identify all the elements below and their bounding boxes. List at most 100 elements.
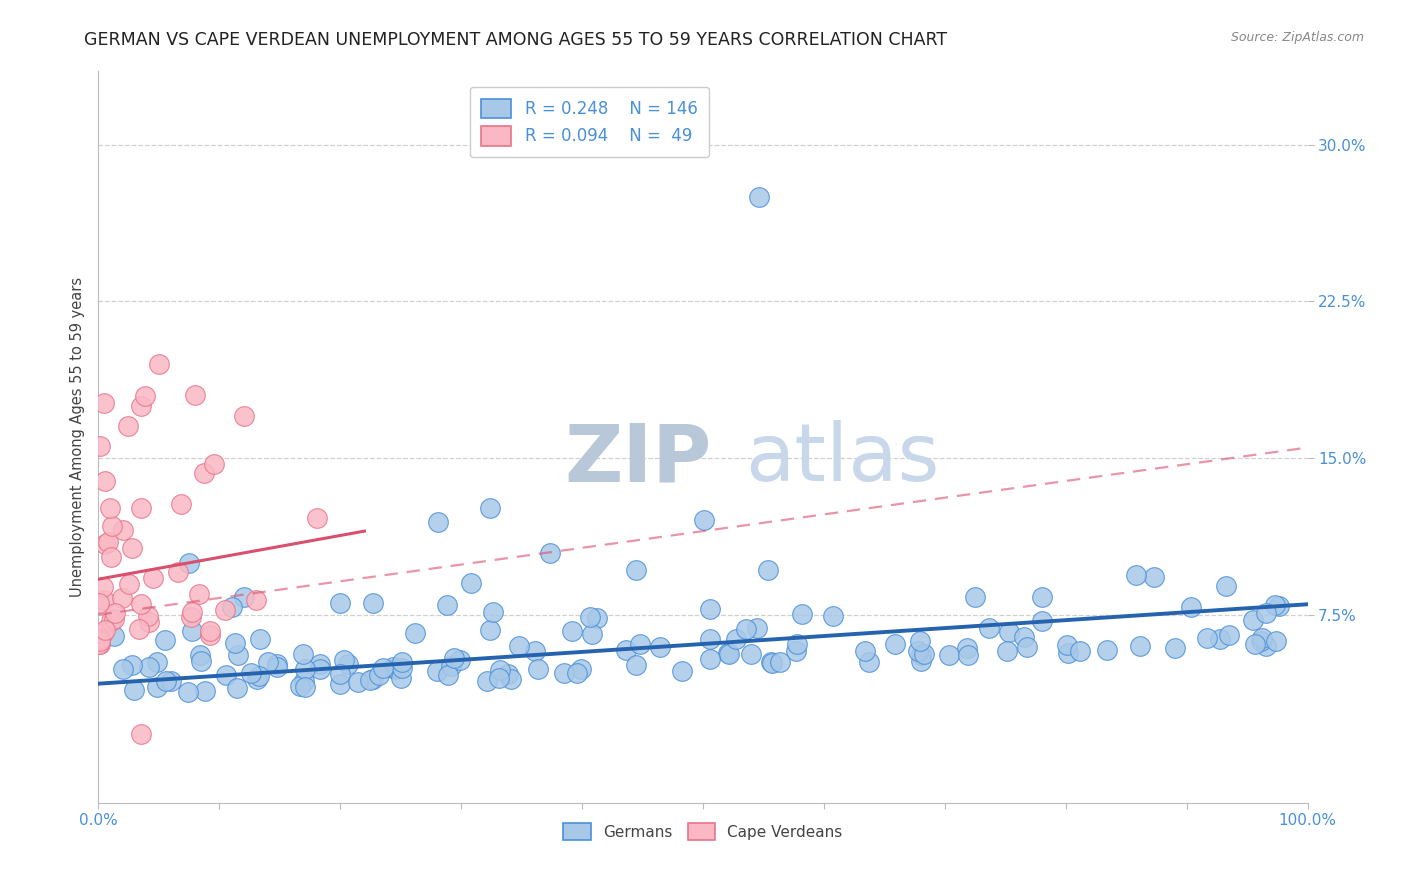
Point bbox=[488, 671, 510, 685]
Point bbox=[821, 608, 844, 623]
Point bbox=[224, 636, 246, 650]
Point bbox=[129, 598, 152, 612]
Point bbox=[1209, 632, 1232, 646]
Point bbox=[391, 661, 413, 675]
Point bbox=[257, 656, 280, 670]
Point bbox=[718, 648, 741, 662]
Point bbox=[181, 624, 204, 638]
Point bbox=[756, 563, 779, 577]
Point bbox=[1264, 633, 1286, 648]
Point bbox=[404, 625, 426, 640]
Point bbox=[699, 632, 721, 646]
Point bbox=[717, 646, 740, 660]
Point bbox=[745, 621, 768, 635]
Point bbox=[145, 680, 167, 694]
Point bbox=[232, 590, 254, 604]
Point bbox=[180, 609, 202, 624]
Point bbox=[181, 605, 204, 619]
Point bbox=[956, 640, 979, 655]
Point bbox=[214, 602, 236, 616]
Point bbox=[724, 632, 747, 646]
Text: ZIP: ZIP bbox=[564, 420, 711, 498]
Point bbox=[129, 500, 152, 515]
Point bbox=[121, 658, 143, 673]
Point bbox=[1031, 590, 1053, 604]
Point bbox=[215, 668, 238, 682]
Point bbox=[93, 474, 115, 488]
Point bbox=[249, 632, 271, 647]
Point bbox=[134, 388, 156, 402]
Point bbox=[440, 658, 463, 673]
Point bbox=[122, 682, 145, 697]
Point bbox=[121, 541, 143, 556]
Point bbox=[359, 673, 381, 687]
Point bbox=[91, 580, 114, 594]
Point bbox=[148, 357, 170, 371]
Point bbox=[437, 668, 460, 682]
Point bbox=[740, 647, 762, 661]
Point bbox=[87, 637, 110, 651]
Point bbox=[118, 577, 141, 591]
Point bbox=[426, 665, 449, 679]
Point bbox=[853, 643, 876, 657]
Point bbox=[329, 667, 352, 681]
Point bbox=[103, 629, 125, 643]
Point bbox=[145, 655, 167, 669]
Point bbox=[561, 624, 583, 638]
Point bbox=[384, 661, 406, 675]
Point bbox=[294, 681, 316, 695]
Point bbox=[361, 596, 384, 610]
Point bbox=[177, 685, 200, 699]
Point bbox=[166, 565, 188, 579]
Point bbox=[938, 648, 960, 663]
Point bbox=[479, 623, 502, 637]
Point bbox=[142, 572, 165, 586]
Point bbox=[1014, 630, 1036, 644]
Point bbox=[129, 399, 152, 413]
Point bbox=[329, 596, 352, 610]
Point bbox=[508, 639, 530, 653]
Point bbox=[908, 634, 931, 648]
Point bbox=[538, 546, 561, 560]
Point bbox=[1264, 598, 1286, 612]
Text: GERMAN VS CAPE VERDEAN UNEMPLOYMENT AMONG AGES 55 TO 59 YEARS CORRELATION CHART: GERMAN VS CAPE VERDEAN UNEMPLOYMENT AMON… bbox=[84, 31, 948, 49]
Text: Source: ZipAtlas.com: Source: ZipAtlas.com bbox=[1230, 31, 1364, 45]
Point bbox=[202, 457, 225, 471]
Point bbox=[1254, 606, 1277, 620]
Point bbox=[628, 637, 651, 651]
Point bbox=[1095, 643, 1118, 657]
Point bbox=[221, 600, 243, 615]
Point bbox=[671, 664, 693, 678]
Point bbox=[785, 644, 807, 658]
Point bbox=[245, 593, 267, 607]
Point bbox=[232, 409, 254, 424]
Point bbox=[977, 621, 1000, 635]
Point bbox=[1197, 631, 1219, 645]
Point bbox=[368, 668, 391, 682]
Point bbox=[998, 625, 1021, 640]
Point bbox=[1241, 613, 1264, 627]
Point bbox=[290, 679, 312, 693]
Point bbox=[89, 632, 111, 646]
Point bbox=[995, 644, 1018, 658]
Point bbox=[1057, 646, 1080, 660]
Point bbox=[1215, 579, 1237, 593]
Point bbox=[329, 677, 352, 691]
Point bbox=[97, 535, 120, 549]
Point bbox=[266, 660, 288, 674]
Point bbox=[790, 607, 813, 622]
Point bbox=[1254, 640, 1277, 654]
Point bbox=[1069, 644, 1091, 658]
Point bbox=[910, 648, 932, 662]
Point bbox=[187, 586, 209, 600]
Point bbox=[910, 654, 932, 668]
Point bbox=[1056, 638, 1078, 652]
Point bbox=[1180, 599, 1202, 614]
Text: atlas: atlas bbox=[745, 420, 939, 498]
Point bbox=[761, 656, 783, 670]
Point bbox=[479, 501, 502, 516]
Point bbox=[1251, 631, 1274, 645]
Point bbox=[100, 550, 122, 565]
Point bbox=[291, 647, 314, 661]
Point bbox=[309, 657, 332, 671]
